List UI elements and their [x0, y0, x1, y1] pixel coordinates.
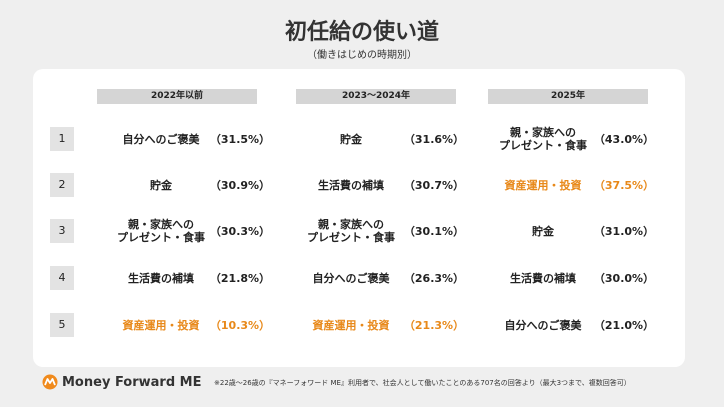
- rank-5-col-3-item: 自分へのご褒美: [504, 318, 582, 332]
- brand-logo: Money Forward ME: [42, 374, 201, 390]
- rank-4-col-3-percent: （30.0%）: [593, 272, 655, 285]
- rank-4-col-2-item: 自分へのご褒美: [312, 271, 390, 285]
- rank-1-col-3-item: 親・家族への プレゼント・食事: [499, 126, 587, 152]
- rank-badge-1: 1: [50, 127, 74, 151]
- rank-2-col-3-item: 資産運用・投資: [504, 178, 582, 192]
- rank-1-col-3-percent: （43.0%）: [593, 133, 655, 146]
- rank-3-col-3-item: 貯金: [532, 224, 554, 238]
- rank-5-col-1-item: 資産運用・投資: [122, 318, 200, 332]
- rank-badge-5: 5: [50, 313, 74, 337]
- rank-3-col-1-item: 親・家族への プレゼント・食事: [117, 218, 205, 244]
- rank-1-col-2-percent: （31.6%）: [403, 133, 465, 146]
- rank-1-col-1-percent: （31.5%）: [209, 133, 271, 146]
- page-subtitle: （働きはじめの時期別）: [307, 50, 417, 61]
- rank-1-col-1-item: 自分へのご褒美: [122, 132, 200, 146]
- rank-3-col-1-percent: （30.3%）: [209, 225, 271, 238]
- page-title: 初任給の使い道: [284, 20, 439, 45]
- rank-2-col-2-percent: （30.7%）: [403, 179, 465, 192]
- rank-4-col-1-item: 生活費の補填: [128, 271, 194, 285]
- rank-5-col-1-percent: （10.3%）: [209, 319, 271, 332]
- column-header-2022: 2022年以前: [97, 89, 257, 104]
- rank-2-col-2-item: 生活費の補填: [318, 178, 384, 192]
- rank-badge-3: 3: [50, 219, 74, 243]
- rank-3-col-2-percent: （30.1%）: [403, 225, 465, 238]
- rank-2-col-1-percent: （30.9%）: [209, 179, 271, 192]
- rank-4-col-3-item: 生活費の補填: [510, 271, 576, 285]
- rank-3-col-2-item: 親・家族への プレゼント・食事: [307, 218, 395, 244]
- rank-3-col-3-percent: （31.0%）: [593, 225, 655, 238]
- rank-2-col-1-item: 貯金: [150, 178, 172, 192]
- moneyforward-logo-icon: [42, 374, 58, 390]
- rank-2-col-3-percent: （37.5%）: [593, 179, 655, 192]
- rank-5-col-2-item: 資産運用・投資: [312, 318, 390, 332]
- column-header-2023-2024: 2023〜2024年: [296, 89, 456, 104]
- rank-4-col-1-percent: （21.8%）: [209, 272, 271, 285]
- brand-logo-text: Money Forward ME: [62, 374, 202, 390]
- rank-4-col-2-percent: （26.3%）: [403, 272, 465, 285]
- ranking-table-card: 2022年以前 2023〜2024年 2025年 1 自分へのご褒美 （31.5%）…: [33, 69, 685, 367]
- rank-1-col-2-item: 貯金: [340, 132, 362, 146]
- rank-badge-4: 4: [50, 266, 74, 290]
- rank-badge-2: 2: [50, 173, 74, 197]
- column-header-2025: 2025年: [488, 89, 648, 104]
- survey-footnote: ※22歳〜26歳の『マネーフォワード ME』利用者で、社会人として働いたことのあ…: [214, 379, 631, 387]
- rank-5-col-3-percent: （21.0%）: [593, 319, 655, 332]
- rank-5-col-2-percent: （21.3%）: [403, 319, 465, 332]
